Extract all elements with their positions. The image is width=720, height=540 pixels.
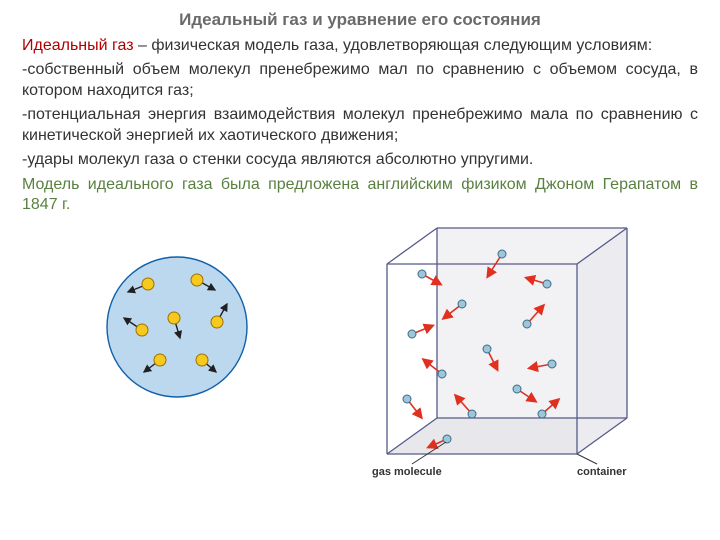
condition-3: -удары молекул газа о стенки сосуда явля… — [22, 150, 698, 170]
title-text: Идеальный газ и уравнение его состояния — [179, 10, 541, 29]
cube-diagram: gas molecule container — [352, 214, 642, 489]
history-note: Модель идеального газа была предложена а… — [22, 175, 698, 216]
gas-molecule-label: gas molecule — [372, 466, 442, 478]
figures-row: gas molecule container — [22, 222, 698, 482]
intro-paragraph: Идеальный газ – физическая модель газа, … — [22, 36, 698, 56]
container-label: container — [577, 466, 627, 478]
circle-diagram — [102, 252, 252, 407]
intro-term: Идеальный газ — [22, 37, 134, 54]
condition-2: -потенциальная энергия взаимодействия мо… — [22, 105, 698, 146]
condition-1: -собственный объем молекул пренебрежимо … — [22, 60, 698, 101]
intro-rest: – физическая модель газа, удовлетворяюща… — [134, 37, 653, 54]
circle-svg — [102, 252, 252, 402]
cube-svg — [352, 214, 642, 484]
page-title: Идеальный газ и уравнение его состояния — [22, 10, 698, 30]
